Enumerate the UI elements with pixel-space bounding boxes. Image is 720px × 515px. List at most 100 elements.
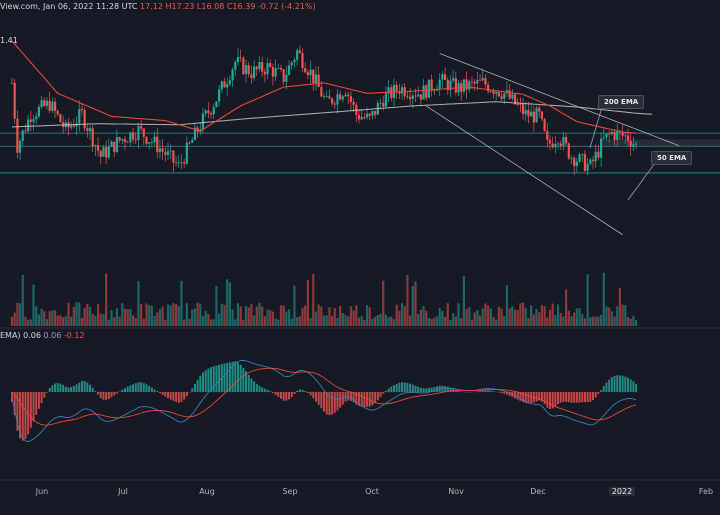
- macd-histogram-bar: [347, 392, 350, 401]
- macd-histogram-bar: [339, 392, 342, 408]
- macd-histogram-bar: [449, 387, 452, 392]
- macd-histogram-bar: [137, 382, 140, 392]
- macd-histogram-bar: [204, 370, 207, 392]
- volume-bar: [392, 318, 396, 326]
- macd-histogram-bar: [304, 391, 307, 392]
- candle-body: [465, 79, 468, 90]
- candle-body: [317, 74, 320, 87]
- volume-bar: [495, 319, 498, 326]
- candle-body: [468, 81, 471, 90]
- macd-legend: EMA) 0.06 0.06 -0.12: [0, 331, 85, 340]
- candle-body: [409, 96, 412, 100]
- candle-body: [395, 84, 398, 92]
- volume-bar: [258, 302, 261, 326]
- macd-histogram-bar: [446, 386, 449, 392]
- volume-bar: [263, 316, 266, 326]
- volume-bar: [40, 308, 43, 326]
- macd-histogram-bar: [632, 381, 635, 392]
- macd-histogram-bar: [48, 387, 51, 392]
- candle-body: [215, 101, 218, 108]
- macd-histogram-bar: [492, 391, 495, 392]
- macd-histogram-bar: [226, 362, 229, 392]
- volume-bar: [521, 302, 525, 326]
- candle-body: [400, 87, 404, 94]
- volume-bar: [578, 308, 581, 326]
- volume-bar: [425, 310, 428, 326]
- volume-bar: [524, 308, 527, 326]
- candle-body: [53, 101, 57, 111]
- support-zone: [600, 139, 720, 147]
- candle-body: [371, 111, 374, 116]
- candle-body: [613, 131, 616, 140]
- macd-histogram-bar: [363, 392, 366, 407]
- ema50-callout-pointer: [627, 162, 656, 201]
- macd-histogram-bar: [126, 386, 129, 392]
- volume-bar: [156, 312, 159, 326]
- volume-bar: [567, 310, 570, 326]
- ema200-callout-pointer: [589, 106, 603, 149]
- macd-histogram-bar: [352, 392, 355, 403]
- volume-bar: [207, 313, 210, 326]
- macd-histogram-bar: [75, 384, 78, 392]
- macd-histogram-bar: [500, 392, 503, 394]
- volume-bar: [172, 303, 175, 326]
- candle-body: [32, 119, 35, 122]
- candle-body: [10, 82, 14, 84]
- macd-histogram-bar: [223, 363, 226, 392]
- candle-body: [578, 154, 581, 162]
- macd-histogram-bar: [597, 392, 600, 394]
- volume-bar: [247, 307, 250, 326]
- volume-bar: [236, 303, 240, 326]
- candle-body: [435, 89, 439, 91]
- volume-bar: [53, 310, 57, 326]
- macd-histogram-bar: [132, 384, 135, 392]
- macd-histogram-bar: [218, 364, 221, 392]
- candle-body: [304, 68, 307, 73]
- candle-body: [341, 96, 344, 100]
- candle-body: [118, 137, 121, 141]
- candle-body: [226, 83, 229, 88]
- volume-bar: [271, 311, 275, 326]
- volume-bar: [145, 303, 148, 326]
- macd-histogram-bar: [384, 390, 387, 392]
- macd-histogram-bar: [355, 392, 358, 405]
- candle-body: [575, 161, 578, 167]
- candle-body: [320, 86, 323, 97]
- candle-body: [629, 140, 632, 147]
- macd-histogram-bar: [16, 392, 19, 431]
- candle-body: [513, 94, 517, 105]
- volume-bar: [94, 315, 97, 326]
- macd-histogram-bar: [306, 392, 309, 394]
- macd-histogram-bar: [519, 392, 522, 401]
- candle-body: [172, 150, 175, 163]
- candle-body: [551, 143, 554, 148]
- volume-bar: [462, 276, 466, 326]
- macd-histogram-bar: [274, 392, 277, 395]
- candle-body: [164, 151, 167, 155]
- candle-body: [462, 79, 466, 92]
- candle-body: [298, 50, 301, 53]
- volume-bar: [465, 308, 468, 326]
- ema50-callout: 50 EMA: [651, 151, 693, 165]
- candle-body: [511, 94, 514, 99]
- candle-body: [121, 139, 124, 141]
- volume-bar: [433, 317, 436, 326]
- macd-histogram-bar: [323, 392, 326, 412]
- volume-bar: [618, 288, 622, 326]
- macd-histogram-bar: [586, 392, 589, 403]
- macd-histogram-bar: [554, 392, 557, 407]
- volume-bar: [387, 317, 390, 326]
- candle-body: [145, 136, 148, 144]
- candle-body: [207, 110, 210, 114]
- volume-bar: [382, 280, 385, 326]
- candle-body: [250, 74, 253, 79]
- volume-bar: [99, 313, 102, 326]
- volume-bar: [27, 319, 30, 326]
- candle-body: [411, 95, 414, 100]
- candle-body: [535, 107, 538, 123]
- candle-body: [16, 118, 19, 153]
- volume-bar: [166, 304, 170, 326]
- volume-bar: [244, 306, 248, 326]
